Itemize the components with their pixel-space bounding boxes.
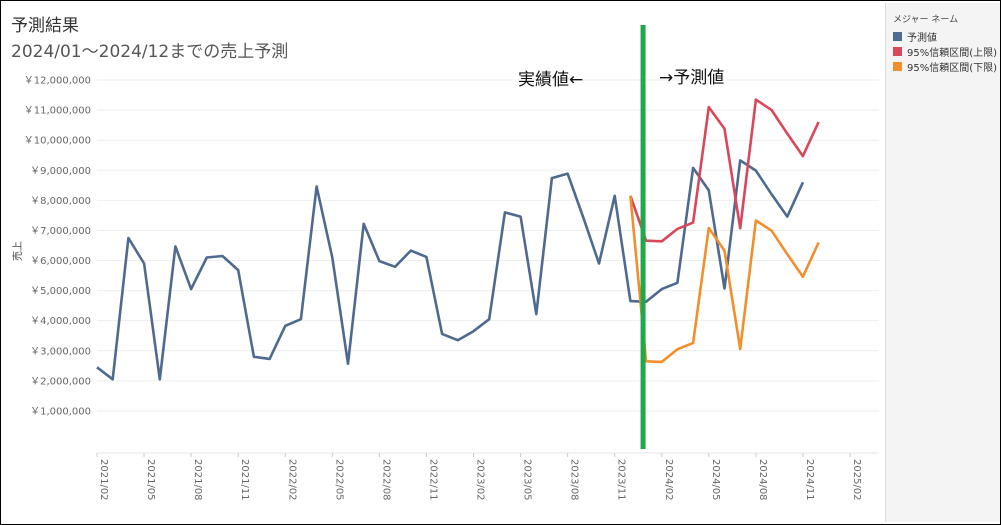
x-tick-label: 2021/11 xyxy=(239,459,250,501)
x-tick-label: 2022/02 xyxy=(286,459,297,501)
y-tick-label: ￥1,000,000 xyxy=(30,406,91,417)
series-line xyxy=(629,98,820,243)
y-tick-label: ￥8,000,000 xyxy=(30,196,91,207)
x-tick-label: 2023/08 xyxy=(569,459,580,501)
x-tick-label: 2023/05 xyxy=(522,459,533,501)
actual-annotation: 実績値← xyxy=(518,70,584,90)
chart-subtitle: 2024/01～2024/12までの売上予測 xyxy=(11,42,289,62)
series-line xyxy=(629,195,820,364)
forecast-annotation: →予測値 xyxy=(659,68,725,88)
legend-item[interactable]: 予測値 xyxy=(893,29,1000,44)
legend-item[interactable]: 95%信頼区間(下限) xyxy=(893,59,1000,74)
x-tick-label: 2022/05 xyxy=(333,459,344,501)
y-tick-label: ￥10,000,000 xyxy=(24,136,91,147)
x-tick-label: 2022/08 xyxy=(380,459,391,501)
x-tick-label: 2024/08 xyxy=(757,459,768,501)
x-tick-label: 2021/08 xyxy=(192,459,203,501)
legend: メジャー ネーム 予測値 95%信頼区間(上限) 95%信頼区間(下限) xyxy=(885,3,1000,522)
x-tick-label: 2023/02 xyxy=(475,459,486,501)
x-tick-label: 2024/11 xyxy=(804,459,815,501)
y-tick-label: ￥12,000,000 xyxy=(24,76,91,87)
legend-label: 95%信頼区間(上限) xyxy=(907,48,998,59)
line-chart: ￥1,000,000 ￥2,000,000 ￥3,000,000 ￥4,000,000… xyxy=(11,25,879,501)
y-tick-label: ￥2,000,000 xyxy=(30,376,91,387)
x-tick-label: 2021/02 xyxy=(98,459,109,501)
x-tick-label: 2025/02 xyxy=(851,459,862,501)
y-axis-label: 売上 xyxy=(11,241,24,261)
legend-swatch xyxy=(893,32,902,41)
y-tick-label: ￥7,000,000 xyxy=(30,226,91,237)
y-tick-label: ￥4,000,000 xyxy=(30,316,91,327)
legend-title: メジャー ネーム xyxy=(893,15,959,25)
y-tick-label: ￥11,000,000 xyxy=(24,106,91,117)
x-tick-label: 2023/11 xyxy=(616,459,627,501)
y-tick-label: ￥9,000,000 xyxy=(30,166,91,177)
x-tick-label: 2024/02 xyxy=(663,459,674,501)
legend-swatch xyxy=(893,47,902,56)
x-tick-label: 2021/05 xyxy=(145,459,156,501)
x-tick-label: 2024/05 xyxy=(710,459,721,501)
legend-label: 95%信頼区間(下限) xyxy=(907,63,998,74)
legend-swatch xyxy=(893,62,902,71)
legend-label: 予測値 xyxy=(907,33,937,44)
legend-item[interactable]: 95%信頼区間(上限) xyxy=(893,44,1000,59)
y-tick-label: ￥3,000,000 xyxy=(30,346,91,357)
chart-title: 予測結果 xyxy=(11,16,79,36)
y-tick-label: ￥5,000,000 xyxy=(30,286,91,297)
x-tick-label: 2022/11 xyxy=(427,459,438,501)
y-tick-label: ￥6,000,000 xyxy=(30,256,91,267)
